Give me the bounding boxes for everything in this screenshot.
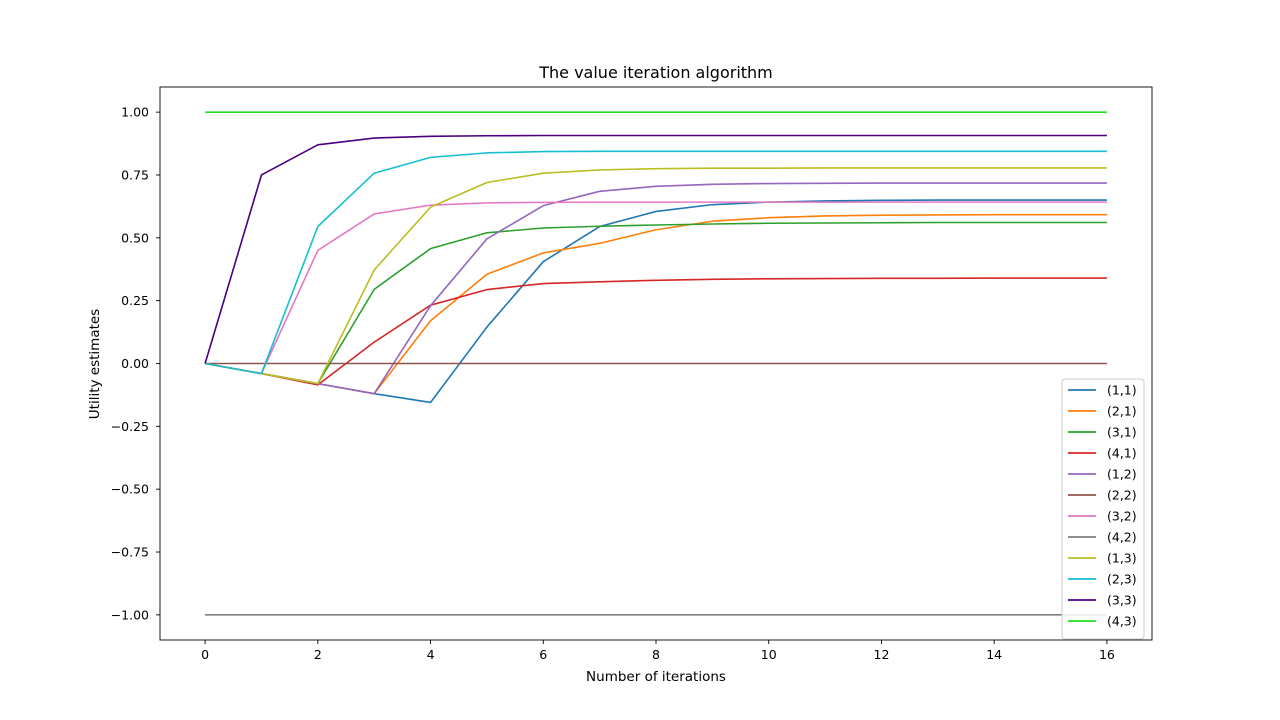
series-layer — [204, 111, 1107, 616]
legend-label: (2,3) — [1107, 572, 1137, 587]
series-line-9 — [204, 167, 1107, 385]
y-tick-label: 0.00 — [121, 356, 149, 371]
series-line-7 — [204, 201, 1107, 375]
series-line-5 — [204, 182, 1107, 395]
axes-layer: 0 2 4 6 8 10 12 14 16 −1.00 −0.75 −0.50 −0.25 0.00 0.2… — [111, 86, 1153, 662]
legend-label: (1,2) — [1107, 467, 1137, 482]
y-tick-label: −0.25 — [111, 419, 149, 434]
series-line-3 — [204, 221, 1107, 385]
y-tick-label: 0.75 — [121, 167, 149, 182]
y-tick-label: 0.50 — [121, 230, 149, 245]
x-tick-label: 12 — [874, 647, 890, 662]
legend-label: (3,1) — [1107, 425, 1137, 440]
x-tick-label: 2 — [314, 647, 322, 662]
legend-label: (1,3) — [1107, 551, 1137, 566]
y-axis-label: Utility estimates — [87, 309, 103, 419]
series-line-10 — [204, 150, 1107, 375]
legend-label: (4,1) — [1107, 446, 1137, 461]
legend-label: (4,3) — [1107, 614, 1137, 629]
x-tick-label: 8 — [652, 647, 660, 662]
legend-label: (3,2) — [1107, 509, 1137, 524]
legend-label: (3,3) — [1107, 593, 1137, 608]
y-tick-label: 0.25 — [121, 293, 149, 308]
legend-label: (2,2) — [1107, 488, 1137, 503]
series-line-4 — [204, 277, 1107, 386]
y-tick-label: 1.00 — [121, 105, 149, 120]
x-tick-label: 0 — [201, 647, 209, 662]
y-tick-label: −0.50 — [111, 482, 149, 497]
x-tick-label: 6 — [539, 647, 547, 662]
x-tick-label: 4 — [427, 647, 435, 662]
chart-title: The value iteration algorithm — [538, 63, 773, 82]
series-line-11 — [204, 134, 1107, 364]
y-tick-label: −1.00 — [111, 607, 149, 622]
legend-label: (2,1) — [1107, 404, 1137, 419]
x-tick-label: 16 — [1099, 647, 1115, 662]
y-tick-label: −0.75 — [111, 545, 149, 560]
legend-box — [1061, 378, 1145, 640]
x-tick-label: 10 — [761, 647, 777, 662]
legend-label: (1,1) — [1107, 383, 1137, 398]
x-axis-label: Number of iterations — [586, 669, 726, 685]
x-tick-label: 14 — [986, 647, 1002, 662]
legend-label: (4,2) — [1107, 530, 1137, 545]
legend: (1,1) (2,1) (3,1) (4,1) (1,2) (2,2) (3,2) (4,2)… — [1061, 378, 1145, 640]
